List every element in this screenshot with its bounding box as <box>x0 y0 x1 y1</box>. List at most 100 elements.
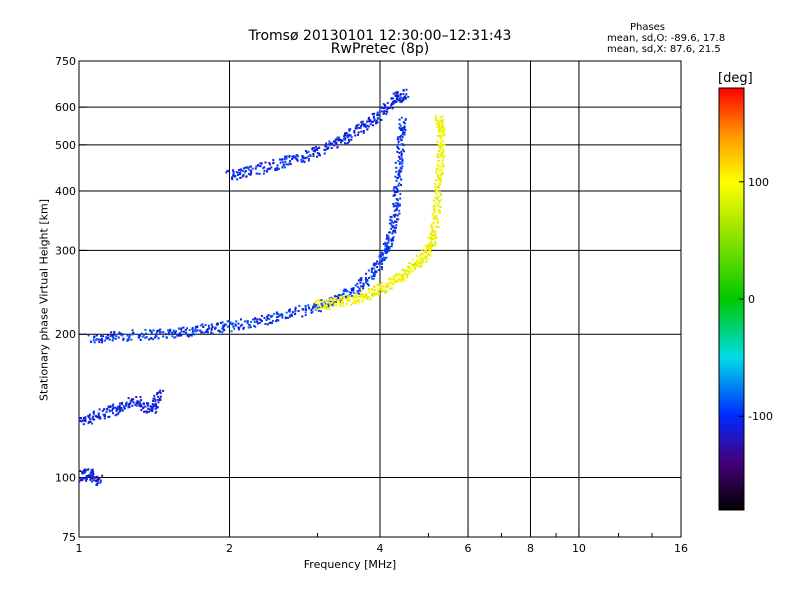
echo-point <box>402 133 405 136</box>
echo-point <box>340 295 343 298</box>
echo-point <box>152 403 155 406</box>
echo-point <box>152 399 155 402</box>
echo-point <box>301 156 304 159</box>
echo-point <box>390 239 393 242</box>
echo-point <box>322 303 325 306</box>
echo-point <box>93 335 96 338</box>
echo-point <box>276 167 279 170</box>
echo-point <box>345 132 348 135</box>
echo-point <box>438 199 441 202</box>
echo-point <box>203 331 206 334</box>
echo-point <box>363 292 366 295</box>
echo-point <box>373 115 376 118</box>
echo-point <box>399 101 402 104</box>
echo-point <box>393 101 396 104</box>
echo-point <box>439 176 442 179</box>
echo-point <box>413 262 416 265</box>
echo-point <box>317 303 320 306</box>
echo-point <box>314 300 317 303</box>
echo-point <box>377 288 380 291</box>
echo-point <box>266 323 269 326</box>
echo-point <box>394 193 397 196</box>
echo-point <box>180 327 183 330</box>
echo-point <box>359 281 362 284</box>
echo-point <box>442 132 445 135</box>
echo-point <box>421 252 424 255</box>
echo-point <box>391 97 394 100</box>
echo-point <box>392 236 395 239</box>
echo-point <box>114 337 117 340</box>
echo-point <box>257 322 260 325</box>
echo-point <box>383 112 386 115</box>
echo-point <box>438 170 441 173</box>
echo-point <box>441 159 444 162</box>
echo-point <box>383 110 386 113</box>
echo-point <box>150 337 153 340</box>
echo-point <box>91 468 94 471</box>
echo-point <box>436 153 439 156</box>
echo-point <box>150 408 153 411</box>
echo-point <box>367 284 370 287</box>
echo-point <box>372 264 375 267</box>
echo-point <box>226 325 229 328</box>
echo-point <box>98 477 101 480</box>
echo-point <box>112 412 115 415</box>
echo-point <box>335 302 338 305</box>
echo-point <box>333 303 336 306</box>
echo-point <box>137 402 140 405</box>
echo-point <box>304 311 307 314</box>
echo-point <box>410 268 413 271</box>
echo-point <box>397 274 400 277</box>
echo-point <box>115 409 118 412</box>
echo-point <box>112 406 115 409</box>
echo-point <box>135 404 138 407</box>
echo-point <box>157 401 160 404</box>
echo-point <box>326 147 329 150</box>
echo-point <box>440 144 443 147</box>
echo-point <box>360 289 363 292</box>
echo-point <box>171 332 174 335</box>
echo-point <box>373 112 376 115</box>
echo-point <box>398 99 401 102</box>
echo-point <box>341 296 344 299</box>
echo-point <box>402 280 405 283</box>
echo-point <box>365 281 368 284</box>
echo-point <box>404 270 407 273</box>
echo-point <box>418 264 421 267</box>
echo-point <box>159 395 162 398</box>
echo-point <box>395 208 398 211</box>
echo-point <box>432 199 435 202</box>
echo-point <box>387 278 390 281</box>
echo-point <box>89 478 92 481</box>
echo-point <box>371 295 374 298</box>
echo-point <box>381 106 384 109</box>
echo-point <box>259 165 262 168</box>
echo-point <box>372 293 375 296</box>
echo-point <box>155 410 158 413</box>
echo-point <box>199 329 202 332</box>
echo-point <box>132 331 135 334</box>
y-tick-label: 100 <box>55 472 76 485</box>
echo-point <box>283 155 286 158</box>
echo-point <box>125 402 128 405</box>
echo-point <box>436 189 439 192</box>
echo-point <box>425 249 428 252</box>
echo-point <box>439 128 442 131</box>
echo-point <box>376 111 379 114</box>
echo-point <box>442 163 445 166</box>
echo-point <box>314 307 317 310</box>
echo-point <box>376 112 379 115</box>
echo-point <box>420 248 423 251</box>
echo-point <box>439 121 442 124</box>
echo-point <box>321 300 324 303</box>
echo-point <box>413 268 416 271</box>
echo-point <box>394 187 397 190</box>
echo-point <box>434 119 437 122</box>
echo-point <box>162 331 165 334</box>
echo-point <box>339 141 342 144</box>
echo-point <box>174 336 177 339</box>
echo-point <box>390 224 393 227</box>
echo-point <box>360 124 363 127</box>
echo-point <box>314 145 317 148</box>
echo-point <box>398 272 401 275</box>
